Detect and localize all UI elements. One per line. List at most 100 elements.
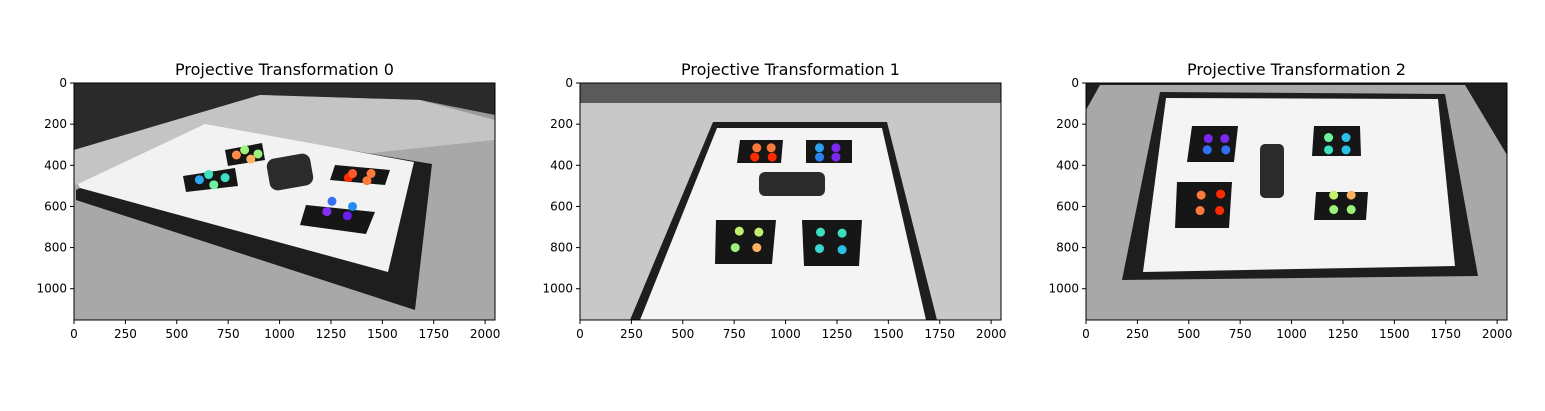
keypoint-marker (348, 201, 358, 211)
x-tick-label: 1750 (418, 327, 449, 341)
keypoint-marker (837, 228, 847, 238)
keypoint-marker (220, 173, 230, 183)
y-tick-label: 400 (44, 158, 67, 172)
keypoint-marker (209, 180, 219, 190)
keypoint-marker (194, 175, 204, 185)
y-tick-label: 200 (1056, 117, 1079, 131)
x-tick-label: 1250 (316, 327, 347, 341)
y-tick-label: 200 (44, 117, 67, 131)
subplot-title: Projective Transformation 0 (175, 60, 394, 79)
keypoint-marker (1341, 133, 1351, 143)
axes-frame (73, 82, 496, 321)
y-axis: 0 200 400 600 800 1000 (1048, 76, 1086, 296)
x-tick-label: 1000 (264, 327, 295, 341)
keypoint-marker (348, 169, 358, 179)
subplot-0: Projective Transformation 0 0 250 500 750 10… (36, 60, 500, 341)
keypoint-marker (730, 243, 740, 253)
x-tick-label: 500 (165, 327, 188, 341)
y-tick-label: 800 (550, 241, 573, 255)
keypoint-marker (814, 143, 824, 153)
x-tick-label: 1750 (924, 327, 955, 341)
keypoint-marker (734, 226, 744, 236)
x-tick-label: 0 (1082, 327, 1090, 341)
keypoint-marker (1196, 190, 1206, 200)
keypoints (1195, 133, 1356, 216)
keypoint-marker (253, 149, 263, 159)
subplot-title: Projective Transformation 2 (1187, 60, 1406, 79)
x-tick-label: 750 (1229, 327, 1252, 341)
keypoint-marker (1324, 145, 1334, 155)
x-tick-label: 500 (671, 327, 694, 341)
x-axis: 0 250 500 750 1000 1250 1500 1750 2000 (70, 320, 500, 341)
x-tick-label: 500 (1177, 327, 1200, 341)
keypoint-marker (1216, 189, 1226, 199)
x-tick-label: 0 (70, 327, 78, 341)
keypoint-marker (366, 169, 376, 179)
keypoint-marker (1195, 206, 1205, 216)
keypoint-marker (814, 152, 824, 162)
axes-frame (579, 82, 1002, 321)
x-tick-label: 1250 (822, 327, 853, 341)
subplot-2: Projective Transformation 2 0 250 500 750 10… (1048, 60, 1512, 341)
x-tick-label: 2000 (1482, 327, 1513, 341)
y-tick-label: 400 (550, 158, 573, 172)
keypoint-marker (327, 196, 337, 206)
y-tick-label: 800 (1056, 241, 1079, 255)
keypoint-marker (816, 227, 826, 237)
x-tick-label: 2000 (976, 327, 1007, 341)
keypoint-marker (814, 244, 824, 254)
x-tick-label: 2000 (470, 327, 501, 341)
x-tick-label: 750 (723, 327, 746, 341)
keypoint-marker (231, 150, 241, 160)
x-tick-label: 1500 (873, 327, 904, 341)
keypoint-marker (767, 152, 777, 162)
x-tick-label: 1000 (770, 327, 801, 341)
subplot-1: Projective Transformation 1 0 250 500 750 10… (542, 60, 1006, 341)
photo-image (580, 83, 1001, 320)
x-tick-label: 1500 (1379, 327, 1410, 341)
keypoint-marker (766, 143, 776, 153)
x-tick-label: 250 (1126, 327, 1149, 341)
keypoint-marker (1221, 145, 1231, 155)
x-axis: 0 250 500 750 1000 1250 1500 1750 2000 (576, 320, 1006, 341)
subplot-title: Projective Transformation 1 (681, 60, 900, 79)
x-tick-label: 250 (620, 327, 643, 341)
photo-image (1086, 83, 1507, 320)
keypoint-marker (240, 145, 250, 155)
keypoint-marker (752, 243, 762, 253)
keypoints (730, 143, 847, 255)
keypoint-marker (750, 152, 760, 162)
x-tick-label: 1500 (367, 327, 398, 341)
y-tick-label: 0 (565, 76, 573, 90)
x-tick-label: 1000 (1276, 327, 1307, 341)
y-tick-label: 1000 (1048, 282, 1079, 296)
y-tick-label: 600 (44, 199, 67, 213)
keypoint-marker (1324, 133, 1334, 143)
x-tick-label: 1750 (1430, 327, 1461, 341)
y-axis: 0 200 400 600 800 1000 (542, 76, 580, 296)
x-axis: 0 250 500 750 1000 1250 1500 1750 2000 (1082, 320, 1512, 341)
keypoint-marker (1329, 190, 1339, 200)
keypoint-marker (342, 211, 352, 221)
y-axis: 0 200 400 600 800 1000 (36, 76, 74, 296)
keypoint-marker (1203, 134, 1213, 144)
y-tick-label: 800 (44, 241, 67, 255)
keypoint-marker (1202, 145, 1212, 155)
y-tick-label: 0 (59, 76, 67, 90)
keypoints (194, 145, 376, 221)
x-tick-label: 250 (114, 327, 137, 341)
x-tick-label: 0 (576, 327, 584, 341)
keypoint-marker (204, 170, 214, 180)
y-tick-label: 600 (1056, 199, 1079, 213)
y-tick-label: 1000 (36, 282, 67, 296)
keypoint-marker (246, 154, 256, 164)
x-tick-label: 750 (217, 327, 240, 341)
keypoint-marker (1346, 205, 1356, 215)
x-tick-label: 1250 (1328, 327, 1359, 341)
keypoint-marker (1329, 205, 1339, 215)
photo-image (74, 83, 495, 320)
keypoint-marker (1220, 134, 1230, 144)
y-tick-label: 1000 (542, 282, 573, 296)
keypoint-marker (752, 143, 762, 153)
